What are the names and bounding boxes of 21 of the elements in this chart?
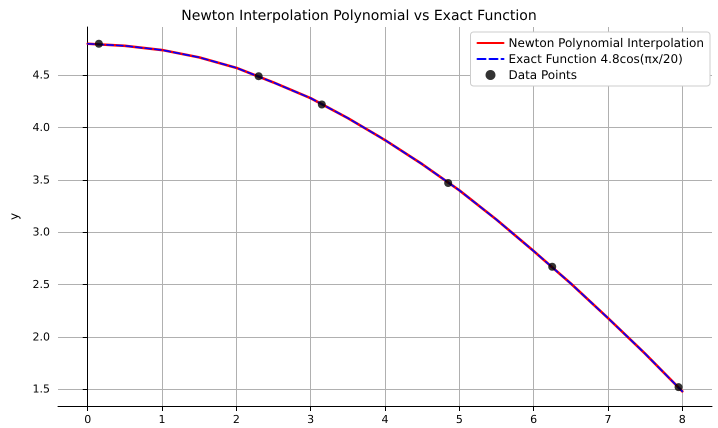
- y-tick-label: 3.5: [32, 173, 50, 186]
- x-tick-label: 8: [678, 413, 686, 426]
- x-tick-label: 3: [307, 413, 314, 426]
- y-tick-label: 2.0: [32, 330, 50, 344]
- y-tick-label: 1.5: [32, 382, 50, 396]
- y-tick-label: 3.0: [32, 226, 50, 239]
- y-tick-label: 4.0: [32, 121, 50, 134]
- legend-label: Exact Function 4.8cos(πx/20): [508, 52, 683, 66]
- x-tick-label: 7: [604, 413, 612, 426]
- x-tick-label: 5: [456, 413, 463, 426]
- legend-label: Newton Polynomial Interpolation: [508, 36, 704, 50]
- x-tick-label: 1: [158, 413, 166, 426]
- x-tick-label: 4: [382, 413, 388, 426]
- chart-title: Newton Interpolation Polynomial vs Exact Function: [181, 8, 537, 24]
- y-axis-title: y: [7, 212, 21, 220]
- x-tick-label: 0: [84, 413, 92, 426]
- y-tick-label: 2.5: [32, 278, 50, 292]
- x-tick-label: 2: [232, 413, 240, 426]
- x-tick-label: 6: [530, 413, 538, 426]
- legend-label: Data Points: [508, 68, 578, 82]
- y-tick-label: 4.5: [32, 68, 50, 82]
